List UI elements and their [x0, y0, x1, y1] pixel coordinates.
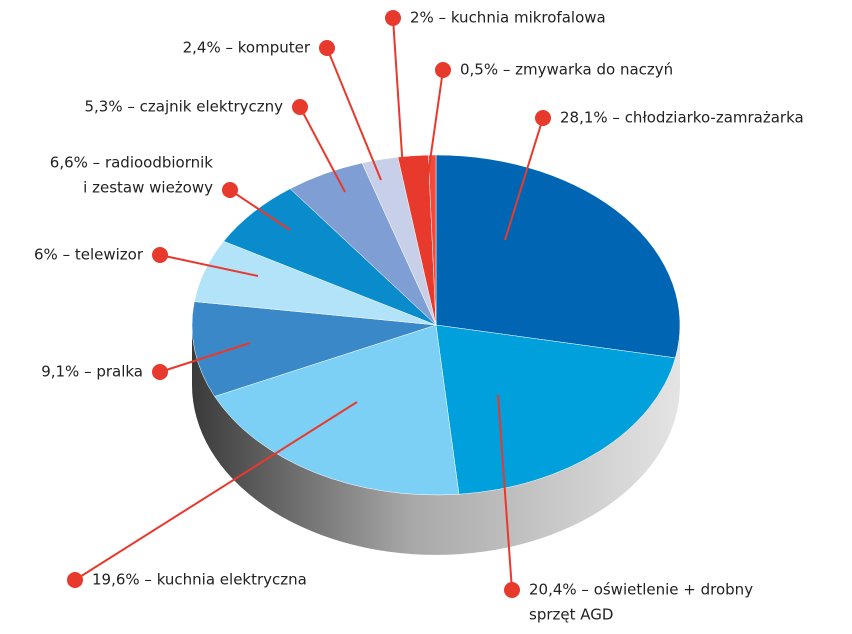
leader-dot	[535, 110, 551, 126]
leader-line	[159, 342, 251, 373]
leader-dot	[67, 572, 83, 588]
leader-line	[229, 189, 291, 231]
pie-slice	[191, 301, 437, 397]
slice-label: 9,1% – pralka	[41, 363, 143, 381]
leader-line	[74, 401, 358, 581]
slice-label: 20,4% – oświetlenie + drobny	[529, 581, 753, 599]
leader-dot	[319, 40, 335, 56]
slice-label: 2,4% – komputer	[183, 39, 311, 57]
leader-line	[427, 69, 444, 176]
slice-label: 2% – kuchnia mikrofalowa	[410, 9, 606, 27]
leader-line	[504, 117, 544, 241]
slice-label: i zestaw wieżowy	[83, 179, 213, 197]
leader-dot	[504, 582, 520, 598]
leader-dot	[152, 247, 168, 263]
leader-dot	[152, 364, 168, 380]
leader-dot	[292, 99, 308, 115]
leader-line	[326, 47, 382, 181]
slice-label: 5,3% – czajnik elektryczny	[85, 98, 284, 116]
slice-label: sprzęt AGD	[529, 606, 613, 624]
leader-line	[392, 17, 404, 171]
leader-dot	[222, 182, 238, 198]
slice-label: 6,6% – radioodbiornik	[50, 154, 214, 172]
leader-line	[299, 106, 346, 193]
leader-dot	[385, 10, 401, 26]
pie-slice	[428, 154, 437, 326]
leader-line	[497, 394, 513, 591]
slice-label: 0,5% – zmywarka do naczyń	[460, 61, 673, 79]
slice-label: 19,6% – kuchnia elektryczna	[92, 571, 307, 589]
slice-label: 6% – telewizor	[34, 246, 144, 264]
pie-side	[192, 325, 680, 555]
slice-label: 28,1% – chłodziarko-zamrażarka	[560, 109, 804, 127]
leader-line	[159, 254, 259, 277]
pie-slice	[435, 324, 676, 495]
pie-slice	[435, 154, 681, 359]
leader-dot	[435, 62, 451, 78]
